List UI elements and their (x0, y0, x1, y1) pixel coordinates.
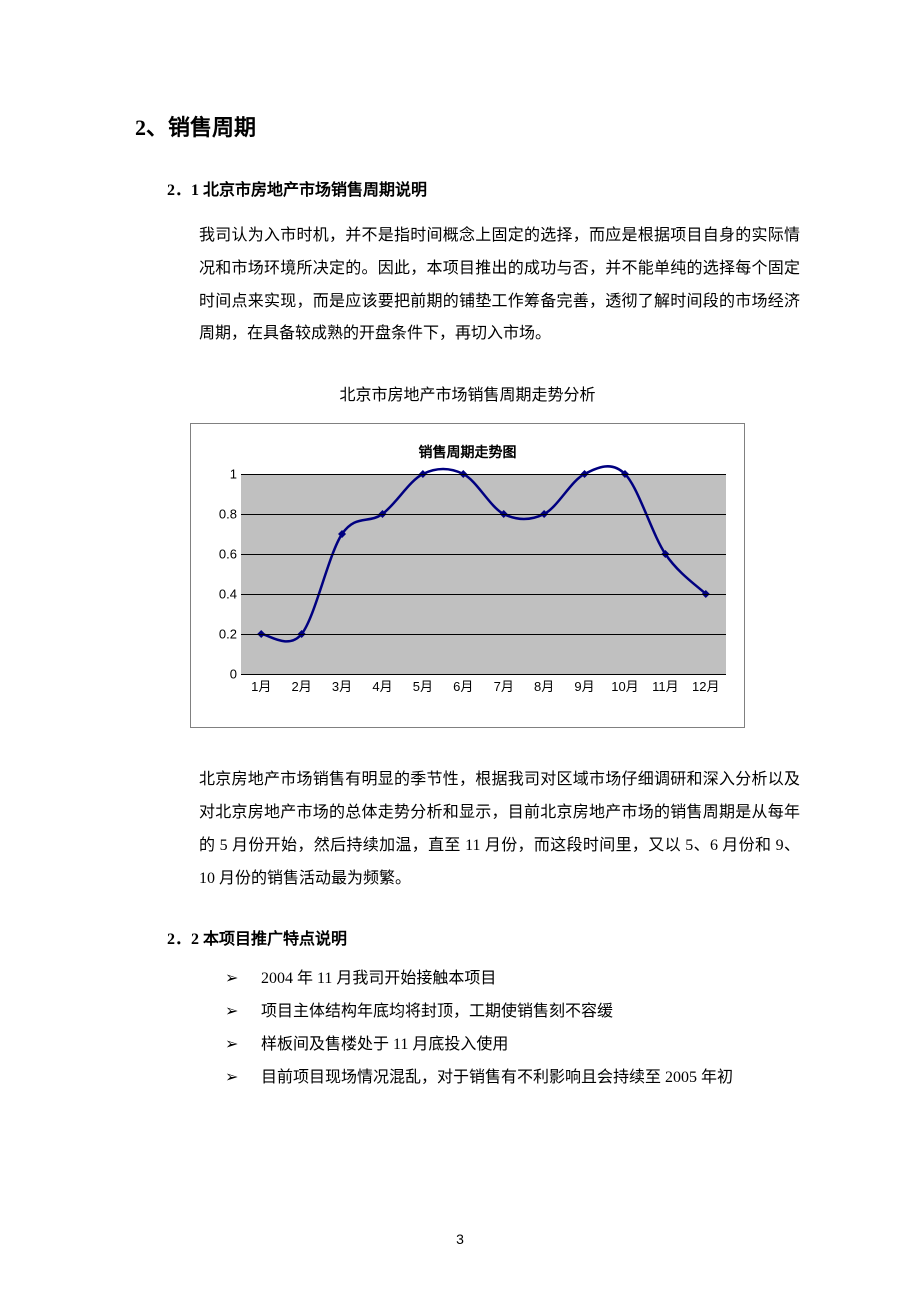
chart-xtick: 9月 (574, 676, 594, 695)
page-number: 3 (0, 1231, 920, 1247)
chart-ytick: 1 (205, 467, 237, 482)
list-item-text: 2004 年 11 月我司开始接触本项目 (261, 963, 496, 996)
chart-xtick: 11月 (652, 676, 679, 695)
chart-xtick: 4月 (372, 676, 392, 695)
list-item-text: 目前项目现场情况混乱，对于销售有不利影响且会持续至 2005 年初 (261, 1062, 733, 1095)
chart-xtick: 8月 (534, 676, 554, 695)
list-item-text: 样板间及售楼处于 11 月底投入使用 (261, 1029, 508, 1062)
list-item: ➢ 项目主体结构年底均将封顶，工期使销售刻不容缓 (225, 996, 800, 1029)
bullet-list: ➢ 2004 年 11 月我司开始接触本项目 ➢ 项目主体结构年底均将封顶，工期使销售… (225, 963, 800, 1094)
chart-title: 销售周期走势图 (191, 442, 744, 462)
chart-xtick: 7月 (494, 676, 514, 695)
paragraph-after-chart: 北京房地产市场销售有明显的季节性，根据我司对区域市场仔细调研和深入分析以及对北京… (199, 764, 800, 895)
heading-2-1: 2．1 北京市房地产市场销售周期说明 (167, 176, 800, 200)
chart-ytick: 0.4 (205, 587, 237, 602)
list-item: ➢ 样板间及售楼处于 11 月底投入使用 (225, 1029, 800, 1062)
chart-line-svg (241, 474, 726, 674)
heading-main: 2、销售周期 (135, 110, 800, 142)
chart-ytick: 0.2 (205, 627, 237, 642)
chart-ytick: 0.6 (205, 547, 237, 562)
bullet-glyph-icon: ➢ (225, 1029, 239, 1062)
chart-xtick: 5月 (413, 676, 433, 695)
paragraph-2-1: 我司认为入市时机，并不是指时间概念上固定的选择，而应是根据项目自身的实际情况和市… (199, 220, 800, 351)
chart-ytick: 0.8 (205, 507, 237, 522)
bullet-glyph-icon: ➢ (225, 963, 239, 996)
chart-xtick: 6月 (453, 676, 473, 695)
list-item-text: 项目主体结构年底均将封顶，工期使销售刻不容缓 (261, 996, 613, 1029)
chart-xtick: 1月 (251, 676, 271, 695)
bullet-glyph-icon: ➢ (225, 996, 239, 1029)
chart-caption: 北京市房地产市场销售周期走势分析 (135, 381, 800, 405)
bullet-glyph-icon: ➢ (225, 1062, 239, 1095)
chart-xtick: 12月 (692, 676, 719, 695)
chart-plot-area (241, 474, 726, 674)
sales-cycle-chart: 销售周期走势图 00.20.40.60.811月2月3月4月5月6月7月8月9月… (190, 423, 745, 728)
chart-xtick: 10月 (611, 676, 638, 695)
list-item: ➢ 2004 年 11 月我司开始接触本项目 (225, 963, 800, 996)
chart-ytick: 0 (205, 667, 237, 682)
chart-xtick: 2月 (292, 676, 312, 695)
chart-xtick: 3月 (332, 676, 352, 695)
list-item: ➢ 目前项目现场情况混乱，对于销售有不利影响且会持续至 2005 年初 (225, 1062, 800, 1095)
heading-2-2: 2．2 本项目推广特点说明 (167, 925, 800, 949)
